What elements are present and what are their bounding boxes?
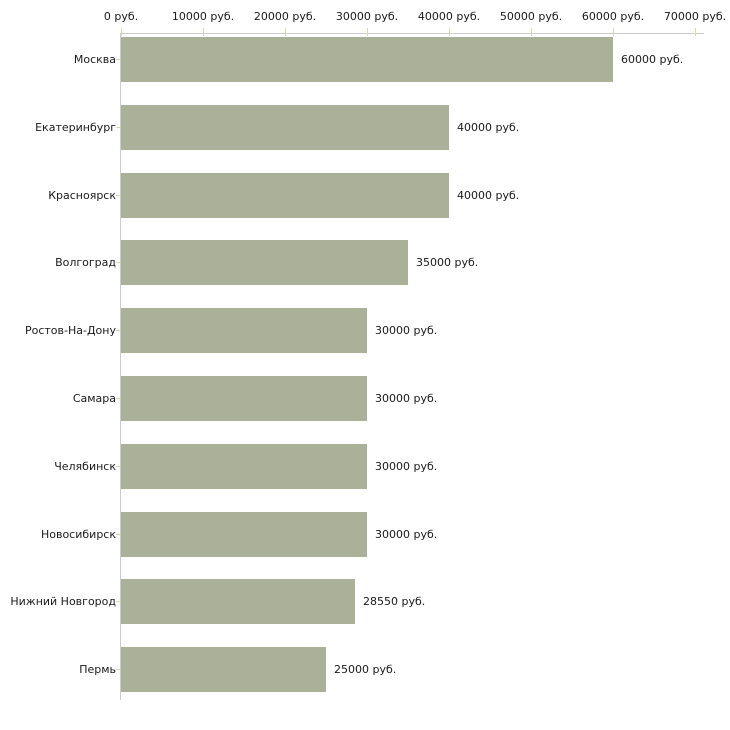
x-tick-label: 30000 руб.	[335, 10, 399, 23]
bar	[121, 172, 449, 218]
category-label: Челябинск	[54, 459, 116, 473]
value-label: 60000 руб.	[621, 53, 684, 66]
chart-row: Челябинск 30000 руб.	[0, 443, 730, 489]
category-label: Ростов-На-Дону	[24, 324, 116, 338]
x-tick-label: 20000 руб.	[253, 10, 317, 23]
value-label: 40000 руб.	[457, 188, 520, 202]
chart-row: Екатеринбург 40000 руб.	[0, 104, 730, 150]
x-tick-mark	[531, 28, 532, 36]
category-label: Пермь	[79, 663, 116, 677]
chart-row: Новосибирск 30000 руб.	[0, 511, 730, 557]
category-label: Москва	[73, 53, 116, 66]
x-tick-label: 70000 руб.	[663, 10, 727, 23]
y-tick-mark	[116, 194, 121, 196]
y-tick-mark	[116, 669, 121, 671]
x-tick-mark	[367, 28, 368, 36]
y-axis-line	[120, 33, 121, 700]
x-tick-label: 10000 руб.	[171, 10, 235, 23]
x-tick-label: 40000 руб.	[417, 10, 481, 23]
value-label: 40000 руб.	[457, 120, 520, 134]
x-tick-label: 50000 руб.	[499, 10, 563, 23]
value-label: 30000 руб.	[375, 527, 438, 541]
bar	[121, 511, 367, 557]
x-tick-mark	[285, 28, 286, 36]
y-tick-mark	[116, 398, 121, 399]
x-tick-mark	[121, 28, 122, 36]
chart-row: Красноярск 40000 руб.	[0, 172, 730, 218]
x-tick-mark	[613, 28, 614, 36]
y-tick-mark	[116, 59, 121, 60]
x-tick-mark	[203, 28, 204, 36]
y-tick-mark	[116, 601, 121, 603]
category-label: Волгоград	[55, 256, 116, 270]
category-label: Новосибирск	[40, 527, 116, 541]
value-label: 25000 руб.	[334, 663, 397, 677]
x-tick-mark	[695, 28, 696, 36]
category-label: Самара	[72, 392, 116, 405]
bar	[121, 308, 367, 354]
chart-row: Волгоград 35000 руб.	[0, 240, 730, 286]
chart-row: Нижний Новгород 28550 руб.	[0, 579, 730, 625]
category-label: Красноярск	[48, 188, 116, 202]
bar	[121, 579, 355, 625]
value-label: 30000 руб.	[375, 324, 438, 338]
x-tick-mark	[449, 28, 450, 36]
bar	[121, 443, 367, 489]
value-label: 35000 руб.	[416, 256, 479, 270]
category-label: Екатеринбург	[35, 120, 116, 134]
category-label: Нижний Новгород	[10, 595, 116, 609]
value-label: 30000 руб.	[375, 392, 438, 405]
bar	[121, 240, 408, 286]
y-tick-mark	[116, 465, 121, 467]
chart-row: Пермь 25000 руб.	[0, 647, 730, 693]
bar	[121, 104, 449, 150]
y-tick-mark	[116, 126, 121, 128]
value-label: 28550 руб.	[363, 595, 426, 609]
x-tick-label: 60000 руб.	[581, 10, 645, 23]
y-tick-mark	[116, 262, 121, 264]
y-tick-mark	[116, 330, 121, 332]
x-tick-label: 0 руб.	[103, 10, 139, 23]
bar	[121, 647, 326, 693]
x-axis-line	[121, 33, 704, 34]
y-tick-mark	[116, 533, 121, 535]
chart-row: Москва 60000 руб.	[0, 37, 730, 82]
bar	[121, 37, 613, 82]
bar	[121, 376, 367, 421]
chart-row: Ростов-На-Дону 30000 руб.	[0, 308, 730, 354]
value-label: 30000 руб.	[375, 459, 438, 473]
chart-row: Самара 30000 руб.	[0, 376, 730, 421]
